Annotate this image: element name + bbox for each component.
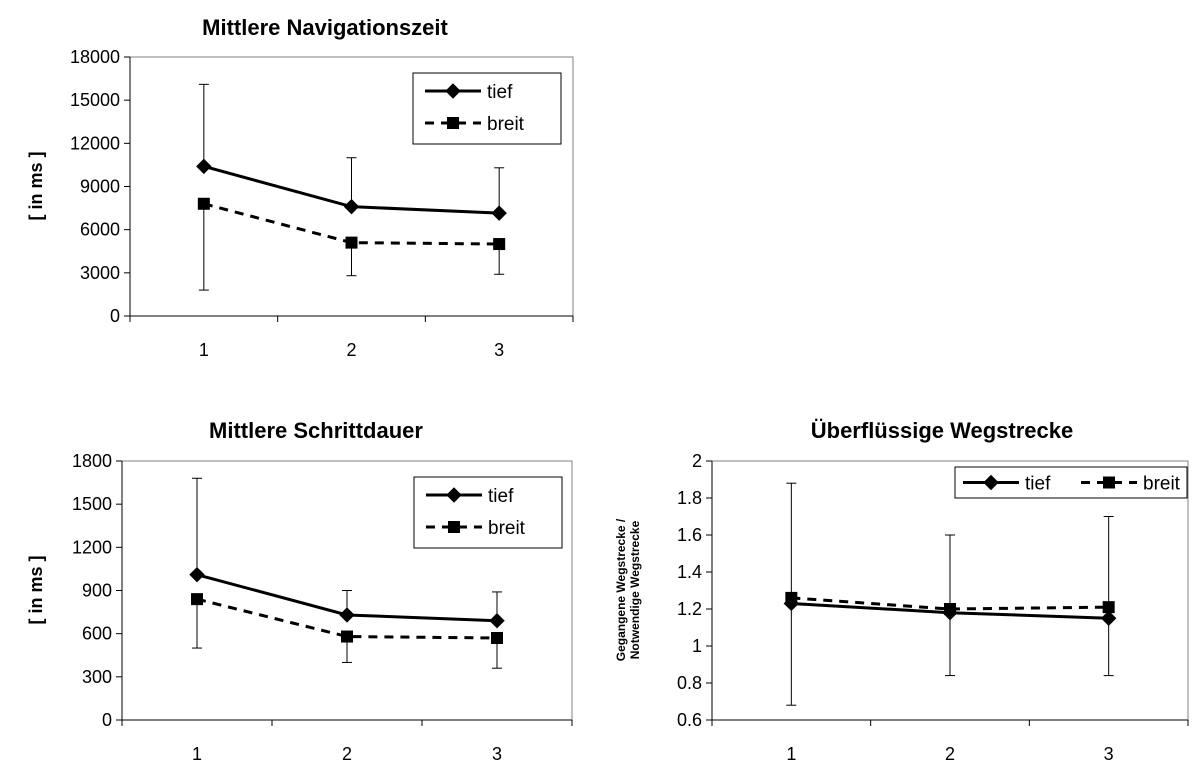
x-tick-label: 2	[945, 744, 955, 762]
y-tick-label: 1200	[72, 537, 112, 557]
x-tick-label: 3	[494, 340, 504, 360]
y-axis-label: [ in ms ]	[26, 151, 46, 220]
y-tick-label: 18000	[70, 47, 120, 67]
legend-marker-tief	[446, 487, 462, 503]
y-tick-label: 1.6	[677, 525, 702, 545]
chart-title: Mittlere Navigationszeit	[202, 15, 448, 40]
x-tick-label: 1	[192, 744, 202, 762]
y-tick-label: 2	[692, 451, 702, 471]
series-line-breit	[196, 597, 498, 640]
legend-label-tief: tief	[487, 82, 513, 103]
legend-label-tief: tief	[488, 486, 514, 507]
y-tick-label: 900	[82, 581, 112, 601]
y-tick-label: 15000	[70, 90, 120, 110]
y-tick-label: 1	[692, 636, 702, 656]
legend-marker-tief	[445, 83, 461, 99]
data-point-breit	[191, 593, 203, 606]
x-tick-label: 1	[786, 744, 796, 762]
y-axis-label: [ in ms ]	[26, 555, 46, 624]
y-tick-label: 6000	[80, 220, 120, 240]
data-point-breit	[345, 236, 358, 249]
legend-label-breit: breit	[1143, 474, 1181, 495]
legend-marker-breit	[1103, 476, 1115, 489]
data-point-breit	[491, 631, 503, 644]
series-line-breit	[791, 596, 1109, 611]
chart-1: Mittlere Navigationszeit [ in ms ] 0 3000 60…	[26, 15, 574, 360]
data-point-breit	[493, 238, 506, 251]
x-tick-label: 3	[492, 744, 502, 762]
legend-marker-breit	[448, 521, 460, 533]
data-point-breit	[1102, 601, 1115, 614]
y-tick-label: 1.2	[677, 599, 702, 619]
legend-label-breit: breit	[488, 518, 526, 539]
data-point-tief	[489, 613, 505, 629]
chart-title: Überflüssige Wegstrecke	[811, 418, 1073, 443]
x-tick-label: 2	[342, 744, 352, 762]
chart-3: Überflüssige Wegstrecke Gegangene Wegstre…	[614, 418, 1189, 762]
data-point-breit	[785, 591, 798, 604]
y-axis-label-line: Notwendige Wegstrecke	[628, 520, 642, 659]
data-point-tief	[339, 607, 355, 623]
data-point-tief	[1100, 610, 1117, 626]
data-point-tief	[196, 158, 212, 175]
data-point-tief	[491, 205, 507, 221]
y-tick-label: 1.8	[677, 488, 702, 508]
y-axis-label-line: [ in ms ]	[26, 555, 46, 624]
y-tick-label: 3000	[80, 263, 120, 283]
data-point-breit	[197, 197, 210, 210]
x-tick-label: 2	[346, 340, 356, 360]
y-axis-label-line: Gegangene Wegstrecke /	[614, 518, 628, 661]
legend-label-tief: tief	[1025, 474, 1051, 495]
legend-box	[412, 72, 562, 145]
data-point-breit	[341, 630, 353, 643]
y-tick-label: 300	[82, 667, 112, 687]
data-point-breit	[944, 603, 956, 615]
x-tick-label: 3	[1104, 744, 1114, 762]
chart-title: Mittlere Schrittdauer	[209, 418, 423, 443]
legend-label-breit: breit	[487, 114, 525, 135]
x-tick-label: 1	[199, 340, 209, 360]
y-tick-label: 1500	[72, 494, 112, 514]
y-tick-label: 1800	[72, 451, 112, 471]
y-tick-label: 600	[82, 624, 112, 644]
legend-marker-breit	[447, 117, 459, 129]
y-tick-label: 12000	[70, 133, 120, 153]
data-point-tief	[343, 198, 360, 215]
y-tick-label: 1.4	[677, 562, 702, 582]
y-tick-label: 0	[102, 710, 112, 730]
legend-box	[413, 476, 563, 549]
y-tick-label: 0.8	[677, 673, 702, 693]
y-axis-label: Gegangene Wegstrecke /Notwendige Wegstre…	[614, 518, 642, 661]
y-tick-label: 0	[110, 306, 120, 326]
legend-marker-tief	[983, 474, 999, 491]
data-point-tief	[189, 566, 205, 583]
chart-2: Mittlere Schrittdauer [ in ms ] 0 300 600 900…	[26, 418, 573, 762]
y-tick-label: 0.6	[677, 710, 702, 730]
y-axis-label-line: [ in ms ]	[26, 151, 46, 220]
y-tick-label: 9000	[80, 177, 120, 197]
